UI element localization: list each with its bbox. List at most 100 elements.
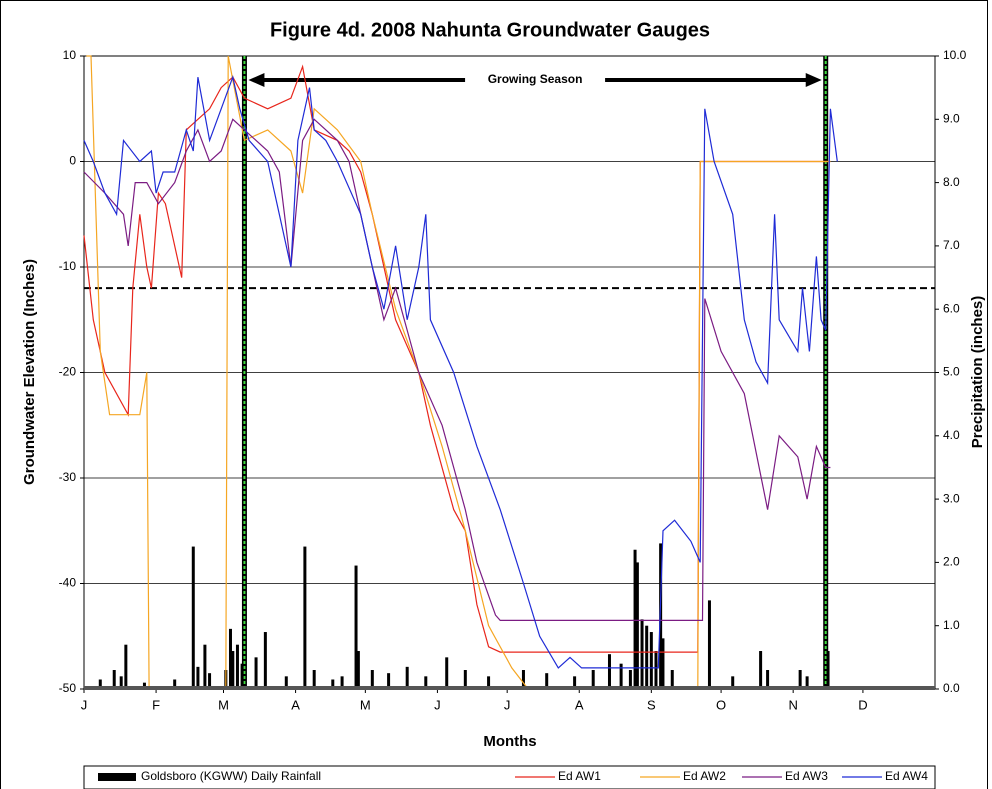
rain-bar (826, 651, 830, 689)
rain-bar (124, 644, 128, 689)
legend-label: Ed AW2 (683, 769, 726, 783)
rain-bar (545, 673, 549, 689)
rain-bar (173, 679, 177, 689)
x-tick-label: A (575, 697, 584, 712)
y2-tick-label: 2.0 (943, 555, 960, 569)
rain-bar (731, 676, 735, 689)
x-axis-title: Months (483, 733, 536, 750)
y2-tick-label: 0.0 (943, 681, 960, 695)
rain-bar (356, 651, 360, 689)
x-tick-label: F (152, 697, 160, 712)
y-axis-title: Groundwater Elevation (Inches) (21, 259, 38, 485)
y-tick-label: -40 (59, 576, 77, 590)
rain-bar (654, 651, 658, 689)
y2-tick-label: 1.0 (943, 618, 960, 632)
rain-bar (354, 565, 358, 689)
legend-swatch (98, 773, 136, 781)
rain-bar (254, 657, 258, 689)
x-tick-label: J (81, 697, 88, 712)
rain-bar (591, 670, 595, 689)
rain-bar (284, 676, 288, 689)
rain-bar (759, 651, 763, 689)
y2-tick-label: 4.0 (943, 428, 960, 442)
y-tick-label: -50 (59, 681, 77, 695)
y2-tick-label: 8.0 (943, 175, 960, 189)
x-tick-label: O (716, 697, 726, 712)
y2-tick-label: 9.0 (943, 111, 960, 125)
rain-bar (228, 628, 232, 689)
rain-bar (112, 670, 116, 689)
y2-axis-title: Precipitation (inches) (969, 296, 986, 449)
rain-bar (661, 638, 665, 689)
rain-bar (203, 644, 207, 689)
x-axis-band (84, 686, 935, 690)
x-tick-label: N (788, 697, 797, 712)
x-tick-label: J (504, 697, 511, 712)
x-tick-label: M (218, 697, 229, 712)
rain-bar (370, 670, 374, 689)
rain-bar (445, 657, 449, 689)
y-tick-label: -20 (59, 365, 77, 379)
legend-label: Goldsboro (KGWW) Daily Rainfall (141, 769, 321, 783)
rain-bar (312, 670, 316, 689)
rain-bar (98, 679, 102, 689)
x-tick-label: A (291, 697, 300, 712)
rain-bar (805, 676, 809, 689)
y-tick-label: -10 (59, 259, 77, 273)
rain-bar (649, 632, 653, 689)
rain-bar (607, 654, 611, 689)
rain-bar (387, 673, 391, 689)
annotation: Growing Season (488, 72, 583, 86)
x-tick-label: J (434, 697, 441, 712)
legend-label: Ed AW1 (558, 769, 601, 783)
rain-bar (640, 619, 644, 689)
rain-bar (303, 546, 307, 689)
rain-bar (635, 562, 639, 689)
rain-bar (231, 651, 235, 689)
y2-tick-label: 7.0 (943, 238, 960, 252)
y2-tick-label: 6.0 (943, 301, 960, 315)
y2-tick-label: 10.0 (943, 48, 967, 62)
series-line (83, 74, 838, 669)
rain-bar (240, 663, 244, 689)
rain-bar (619, 663, 623, 689)
legend-label: Ed AW4 (885, 769, 928, 783)
y2-tick-label: 5.0 (943, 365, 960, 379)
x-tick-label: M (360, 697, 371, 712)
arrow-head (805, 73, 822, 87)
x-tick-label: D (858, 697, 867, 712)
chart-title: Figure 4d. 2008 Nahunta Groundwater Gaug… (270, 19, 710, 41)
legend-box (83, 765, 936, 789)
rain-bar (573, 676, 577, 689)
rain-bar (191, 546, 195, 689)
legend-label: Ed AW3 (785, 769, 828, 783)
series-line (86, 55, 831, 690)
rain-bar (142, 682, 146, 689)
rain-bar (670, 670, 674, 689)
y-tick-label: 0 (69, 154, 76, 168)
rain-bar (196, 666, 200, 689)
rain-bar (645, 625, 649, 689)
rain-bar (628, 670, 632, 689)
rain-bar (766, 670, 770, 689)
rain-bar (119, 676, 123, 689)
rain-bar (331, 679, 335, 689)
rain-bar (521, 670, 525, 689)
rain-bar (235, 644, 239, 689)
arrow-head (248, 73, 265, 87)
x-tick-label: S (647, 697, 656, 712)
rain-bar (405, 666, 409, 689)
annotation-bg (465, 71, 606, 89)
rain-bar (707, 600, 711, 689)
rain-bar (424, 676, 428, 689)
y2-tick-label: 3.0 (943, 491, 960, 505)
y-tick-label: 10 (63, 48, 77, 62)
rain-bar (487, 676, 491, 689)
rain-bar (463, 670, 467, 689)
rain-bar (798, 670, 802, 689)
rain-bar (633, 549, 637, 689)
rain-bar (263, 632, 267, 689)
rain-bar (340, 676, 344, 689)
